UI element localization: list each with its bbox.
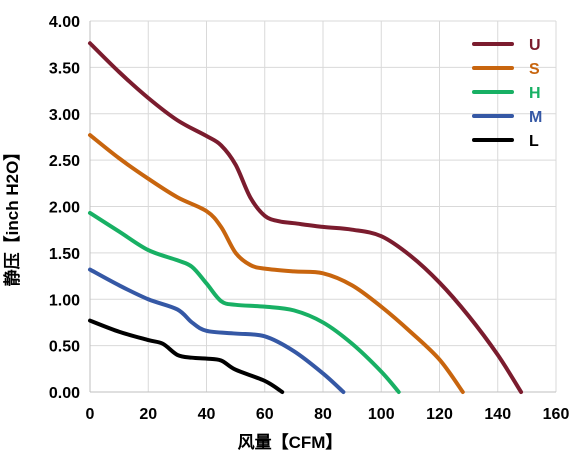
x-tick-label: 140 bbox=[484, 406, 511, 423]
legend-label-s: S bbox=[529, 61, 540, 78]
x-tick-label: 60 bbox=[256, 406, 274, 423]
x-tick-label: 40 bbox=[198, 406, 216, 423]
y-tick-label: 2.00 bbox=[49, 200, 80, 217]
y-tick-label: 2.50 bbox=[49, 153, 80, 170]
y-tick-label: 0.50 bbox=[49, 339, 80, 356]
y-axis-title: 静压【inch H2O】 bbox=[2, 144, 22, 287]
series-line-m bbox=[88, 267, 346, 394]
legend-label-l: L bbox=[529, 133, 539, 150]
series-line-u bbox=[88, 41, 524, 394]
x-tick-label: 80 bbox=[314, 406, 332, 423]
y-tick-label: 1.50 bbox=[49, 246, 80, 263]
y-tick-label: 1.00 bbox=[49, 292, 80, 309]
x-tick-label: 160 bbox=[543, 406, 570, 423]
x-tick-label: 0 bbox=[86, 406, 95, 423]
legend-label-m: M bbox=[529, 109, 542, 126]
y-tick-label: 3.00 bbox=[49, 107, 80, 124]
series-line-l bbox=[88, 318, 285, 394]
legend-label-h: H bbox=[529, 85, 541, 102]
series-line-s bbox=[88, 133, 465, 394]
x-tick-label: 120 bbox=[426, 406, 453, 423]
y-tick-label: 4.00 bbox=[49, 14, 80, 31]
series-layer bbox=[88, 41, 524, 394]
legend-label-u: U bbox=[529, 37, 541, 54]
x-tick-label: 20 bbox=[139, 406, 157, 423]
y-tick-label: 0.00 bbox=[49, 385, 80, 402]
x-axis-title: 风量【CFM】 bbox=[238, 432, 343, 452]
series-line-h bbox=[88, 210, 401, 394]
y-tick-label: 3.50 bbox=[49, 60, 80, 77]
x-tick-label: 100 bbox=[368, 406, 395, 423]
axes: 0 20 40 60 80 100 120 140 160 0.00 0.50 1.00 1.50 2.0… bbox=[49, 14, 570, 423]
